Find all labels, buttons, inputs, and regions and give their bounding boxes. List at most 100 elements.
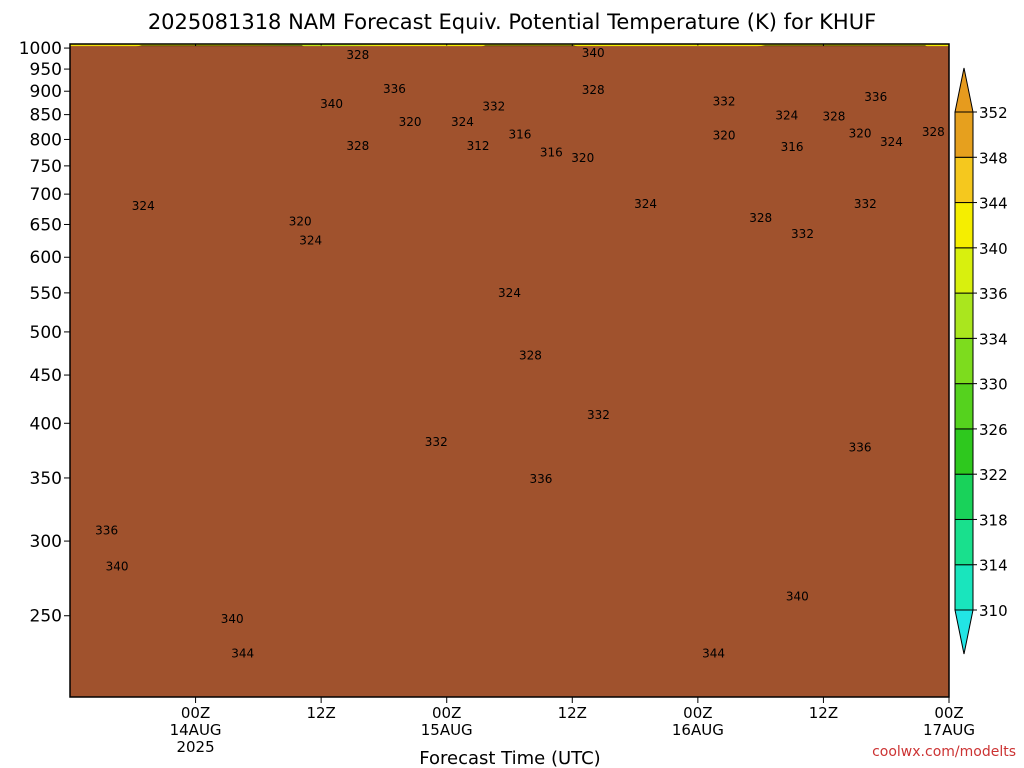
y-tick-label: 600 [30, 248, 62, 268]
colorbar-label: 314 [979, 557, 1008, 575]
contour-label: 328 [822, 110, 845, 124]
contour-label: 332 [854, 197, 877, 211]
contour-label: 332 [587, 408, 610, 422]
contour-label: 340 [786, 590, 809, 604]
contour-label: 324 [880, 135, 903, 149]
colorbar-swatch [954, 564, 974, 611]
colorbar-label: 330 [979, 376, 1008, 394]
colorbar-label: 322 [979, 466, 1008, 484]
contour-label: 328 [922, 125, 945, 139]
contour-label: 324 [634, 197, 657, 211]
colorbar-swatch [954, 337, 974, 385]
contour-label: 320 [849, 126, 872, 140]
x-tick-label: 00Z [934, 704, 963, 722]
contour-label: 328 [519, 349, 542, 363]
contour-label: 336 [529, 472, 552, 486]
contour-label: 320 [289, 214, 312, 228]
colorbar-label: 340 [979, 240, 1008, 258]
plot-frame [69, 43, 950, 698]
y-tick-label: 300 [30, 532, 62, 552]
contour-label: 324 [299, 234, 322, 248]
y-tick-label: 250 [30, 607, 62, 627]
contour-label: 340 [582, 46, 605, 60]
colorbar-swatch [954, 473, 974, 520]
contour-label: 328 [582, 83, 605, 97]
contour-label: 336 [95, 523, 118, 537]
colorbar-swatch [954, 428, 974, 475]
contour-label: 312 [467, 139, 490, 153]
colorbar-label: 318 [979, 511, 1008, 529]
contour-label: 328 [346, 48, 369, 62]
colorbar-swatch [954, 111, 974, 158]
plot-area [70, 44, 949, 697]
contour-label: 332 [791, 227, 814, 241]
y-tick-label: 850 [30, 106, 62, 126]
x-tick-label: 12Z [809, 704, 838, 722]
contour-label: 320 [399, 115, 422, 129]
contour-label: 316 [781, 140, 804, 154]
colorbar-swatch [954, 156, 974, 204]
colorbar-arrow-top [954, 67, 974, 113]
colorbar-label: 310 [979, 602, 1008, 620]
contour-label: 340 [221, 612, 244, 626]
contour-label: 324 [775, 109, 798, 123]
contour-label: 324 [132, 199, 155, 213]
x-axis-title: Forecast Time (UTC) [419, 748, 600, 768]
y-tick-label: 450 [30, 366, 62, 386]
x-tick-label: 00Z [432, 704, 461, 722]
contour-label: 328 [346, 139, 369, 153]
y-axis: 250 300 350 400 450 500 550 600 650 700 750 800 850 9… [19, 39, 70, 627]
colorbar-swatch [954, 202, 974, 249]
y-tick-label: 350 [30, 469, 62, 489]
x-tick-label: 00Z [181, 704, 210, 722]
x-tick-date: 14AUG [170, 721, 222, 739]
y-tick-label: 800 [30, 130, 62, 150]
colorbar-swatch [954, 292, 974, 339]
y-tick-label: 400 [30, 414, 62, 434]
y-tick-label: 950 [30, 60, 62, 80]
x-tick-label: 12Z [558, 704, 587, 722]
colorbar-swatch [954, 247, 974, 294]
contour-label: 332 [482, 100, 505, 114]
colorbar-label: 344 [979, 195, 1008, 213]
contour-label: 332 [713, 94, 736, 108]
colorbar-label: 334 [979, 330, 1008, 348]
x-tick-label: 12Z [306, 704, 335, 722]
colorbar-arrow-bottom [954, 609, 974, 655]
contour-label: 336 [849, 441, 872, 455]
x-tick-date: 17AUG [923, 721, 975, 739]
contour-label: 324 [498, 286, 521, 300]
contour-label: 320 [713, 128, 736, 142]
chart-title: 2025081318 NAM Forecast Equiv. Potential… [148, 10, 876, 34]
y-tick-label: 750 [30, 157, 62, 177]
colorbar-swatch [954, 518, 974, 566]
credit-text: coolwx.com/modelts [872, 744, 1016, 760]
colorbar-swatch [954, 383, 974, 430]
x-tick-date: 16AUG [672, 721, 724, 739]
contour-line [70, 45, 949, 67]
contour-label: 320 [571, 151, 594, 165]
y-tick-label: 900 [30, 82, 62, 102]
y-tick-label: 700 [30, 185, 62, 205]
colorbar: 310 314 318 322 326 330 334 336 340 344 348 352 [954, 67, 1008, 655]
colorbar-label: 348 [979, 149, 1008, 167]
colorbar-label: 336 [979, 285, 1008, 303]
y-tick-label: 650 [30, 215, 62, 235]
y-tick-label: 500 [30, 323, 62, 343]
x-tick-year: 2025 [176, 738, 214, 756]
contour-label: 324 [451, 115, 474, 129]
ground-surface [70, 46, 949, 697]
contour-label: 340 [106, 559, 129, 573]
contour-label: 328 [749, 211, 772, 225]
contour-label: 340 [320, 97, 343, 111]
y-tick-label: 550 [30, 284, 62, 304]
y-tick-label: 1000 [19, 39, 62, 59]
contour-label: 316 [509, 127, 532, 141]
contour-labels: 344 344 340 340 340 336 336 336 332 332 328 324 324 3… [95, 46, 945, 660]
colorbar-label: 326 [979, 421, 1008, 439]
colorbar-label: 352 [979, 104, 1008, 122]
contour-label: 344 [231, 646, 254, 660]
contour-label: 336 [383, 82, 406, 96]
